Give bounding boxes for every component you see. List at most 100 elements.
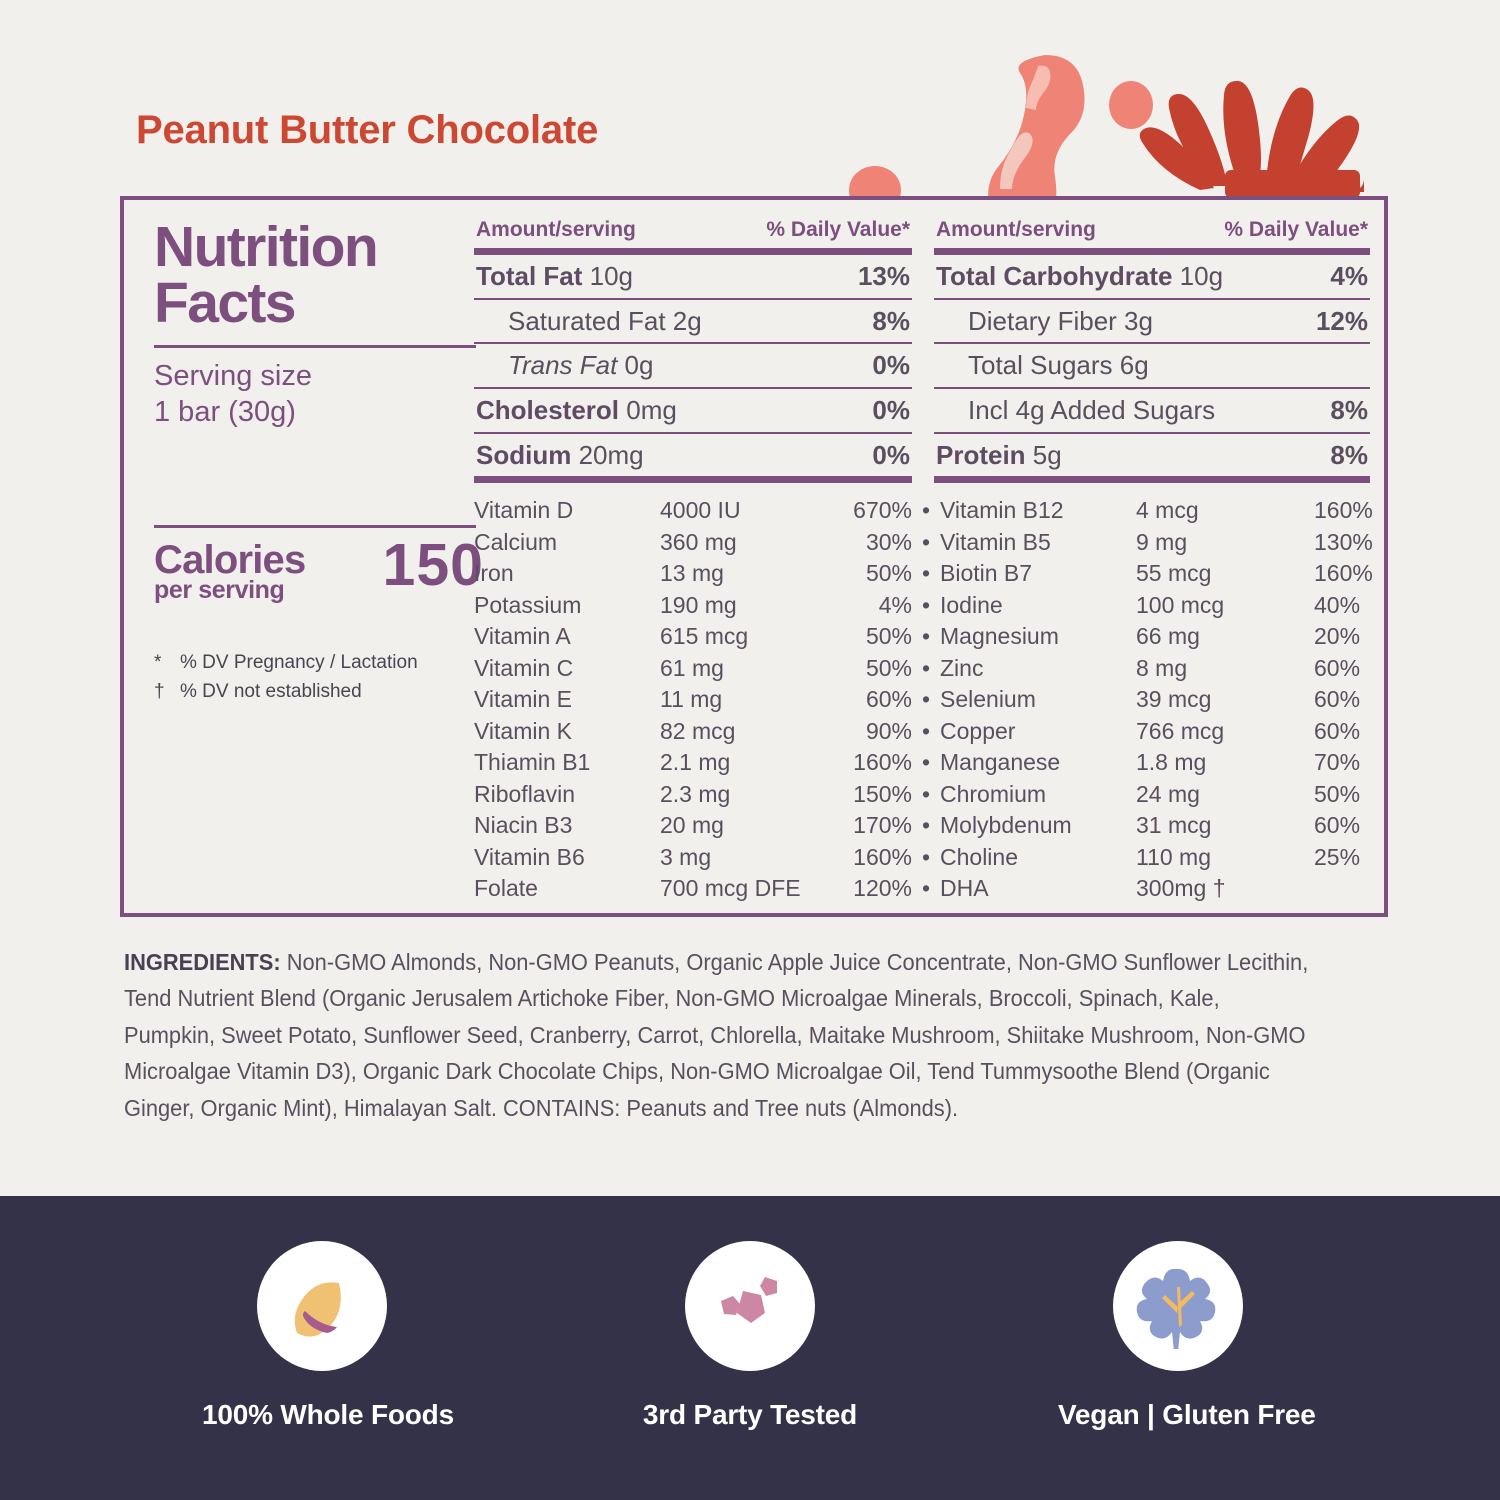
macro-row: Cholesterol 0mg 0%	[474, 387, 912, 432]
vitamin-amount: 2.1 mg	[660, 749, 731, 776]
vitamin-row: Vitamin K 82 mcg 90%	[474, 716, 922, 748]
bullet-icon: •	[922, 749, 931, 776]
vitamin-daily-value: 40%	[1314, 591, 1361, 618]
amount-per-serving-header: Amount/serving	[476, 218, 636, 241]
macro-name-amount: Protein 5g	[936, 440, 1062, 471]
bullet-icon: •	[922, 843, 931, 870]
macro-amount: 0g	[617, 350, 654, 381]
ingredients-block: INGREDIENTS: Non-GMO Almonds, Non-GMO Pe…	[124, 944, 1314, 1126]
vitamin-daily-value: 20%	[1314, 623, 1361, 650]
vitamin-amount: 700 mcg DFE	[660, 875, 801, 902]
divider-under-heading	[154, 344, 476, 348]
vitamin-row: • Vitamin B5 9 mg 130%	[922, 527, 1373, 559]
vitamin-daily-value: 120%	[853, 875, 912, 902]
vitamin-daily-value: 160%	[1314, 560, 1373, 587]
vitamin-daily-value: 30%	[865, 528, 912, 555]
bullet-icon: •	[922, 717, 931, 744]
vitamin-daily-value: 60%	[1314, 812, 1361, 839]
macro-amount: 2g	[665, 305, 702, 336]
vitamin-row: • Iodine 100 mcg 40%	[922, 590, 1370, 622]
bullet-icon: •	[922, 686, 931, 713]
vitamin-amount: 300mg †	[1136, 875, 1226, 902]
macro-nutrient-name: Saturated Fat	[508, 305, 666, 336]
vitamin-row: Riboflavin 2.3 mg 150%	[474, 779, 922, 811]
divider-above-calories	[154, 525, 476, 528]
macro-amount: 6g	[1112, 350, 1149, 381]
vitamin-daily-value: 25%	[1314, 843, 1361, 870]
badge-circle	[1113, 1241, 1243, 1371]
vitamin-daily-value: 50%	[865, 560, 912, 587]
vitamin-mineral-tables: Vitamin D 4000 IU 670% Calcium 360 mg 30% Iron…	[474, 495, 1373, 905]
vitamin-daily-value: 160%	[853, 749, 912, 776]
calories-row: Calories per serving 150	[154, 535, 484, 603]
bullet-icon: •	[922, 497, 931, 524]
macro-nutrient-name: Cholesterol	[476, 395, 620, 426]
page-title: Peanut Butter Chocolate	[136, 108, 599, 152]
vitamin-row: • Copper 766 mcg 60%	[922, 716, 1370, 748]
vitamin-row: • Biotin B7 55 mcg 160%	[922, 558, 1373, 590]
vitamin-column-left: Vitamin D 4000 IU 670% Calcium 360 mg 30% Iron…	[474, 495, 922, 905]
macro-right-bottom-rule	[934, 476, 1370, 484]
macro-nutrient-name: Dietary Fiber	[968, 305, 1117, 336]
vitamin-name: Manganese	[940, 749, 1061, 776]
vitamin-row: Vitamin C 61 mg 50%	[474, 653, 922, 685]
vitamin-name: Thiamin B1	[474, 749, 591, 776]
macro-name-amount: Saturated Fat 2g	[476, 306, 702, 337]
macro-row: Total Fat 10g 13%	[474, 248, 912, 298]
vitamin-row: • DHA 300mg †	[922, 873, 1370, 905]
serving-size-value: 1 bar (30g)	[154, 395, 296, 428]
vitamin-daily-value: 130%	[1314, 528, 1373, 555]
vitamin-row: Vitamin A 615 mcg 50%	[474, 621, 922, 653]
macro-daily-value: 13%	[857, 261, 910, 291]
macro-daily-value: 8%	[1330, 395, 1368, 426]
macronutrient-tables: Amount/serving % Daily Value* Total Fat …	[474, 218, 1370, 484]
macro-row: Saturated Fat 2g 8%	[474, 297, 912, 343]
macro-amount: 5g	[1025, 439, 1062, 470]
macro-nutrient-name: Total Fat	[476, 261, 583, 291]
vitamin-name: Vitamin B12	[940, 497, 1064, 524]
vitamin-name: Potassium	[474, 591, 582, 618]
macro-row: Incl 4g Added Sugars 8%	[934, 387, 1370, 432]
macro-row: Total Carbohydrate 10g 4%	[934, 248, 1370, 298]
macro-nutrient-name: Total Sugars	[968, 350, 1113, 381]
vitamin-daily-value: 4%	[878, 591, 912, 618]
vitamin-daily-value: 50%	[865, 654, 912, 681]
badge-whole-foods: 100% Whole Foods	[202, 1241, 454, 1431]
vitamin-name: Biotin B7	[940, 560, 1033, 587]
vitamin-name: Vitamin E	[474, 686, 573, 713]
bullet-icon: •	[922, 780, 931, 807]
vitamin-amount: 4000 IU	[660, 497, 741, 524]
blob-gourd-highlight2	[1000, 132, 1033, 189]
macro-row: Total Sugars 6g	[934, 342, 1370, 387]
vitamin-row: • Chromium 24 mg 50%	[922, 779, 1370, 811]
vitamin-amount: 20 mg	[660, 812, 724, 839]
vitamin-name: Riboflavin	[474, 780, 575, 807]
vitamin-daily-value: 60%	[1314, 686, 1361, 713]
blob-fan	[1139, 80, 1364, 210]
vitamin-daily-value: 160%	[853, 843, 912, 870]
badge-vegan-gluten-free: Vegan | Gluten Free	[1058, 1241, 1316, 1431]
vitamin-row: Calcium 360 mg 30%	[474, 527, 922, 559]
badge-label: 100% Whole Foods	[202, 1399, 454, 1430]
badges-row: 100% Whole Foods 3rd Party Tested	[0, 1196, 1500, 1431]
macro-nutrient-name: Incl 4g Added Sugars	[968, 395, 1216, 426]
vitamin-amount: 13 mg	[660, 560, 724, 587]
vitamin-name: Choline	[940, 843, 1018, 870]
macro-header-right: Amount/serving % Daily Value*	[934, 218, 1370, 248]
vitamin-name: Vitamin K	[474, 717, 573, 744]
macro-name-amount: Dietary Fiber 3g	[936, 306, 1153, 337]
heading-line-1: Nutrition	[154, 215, 379, 279]
vitamin-name: Zinc	[940, 654, 984, 681]
bullet-icon: •	[922, 623, 931, 650]
vitamin-row: Thiamin B1 2.1 mg 160%	[474, 747, 922, 779]
macro-daily-value: 0%	[872, 350, 910, 381]
macro-name-amount: Cholesterol 0mg	[476, 395, 677, 426]
vitamin-name: Iodine	[940, 591, 1003, 618]
macro-name-amount: Total Fat 10g	[476, 261, 633, 292]
macro-amount: 10g	[582, 261, 634, 291]
vitamin-row: Folate 700 mcg DFE 120%	[474, 873, 922, 905]
vitamin-row: Iron 13 mg 50%	[474, 558, 922, 590]
bullet-icon: •	[922, 591, 931, 618]
vitamin-amount: 100 mcg	[1136, 591, 1225, 618]
